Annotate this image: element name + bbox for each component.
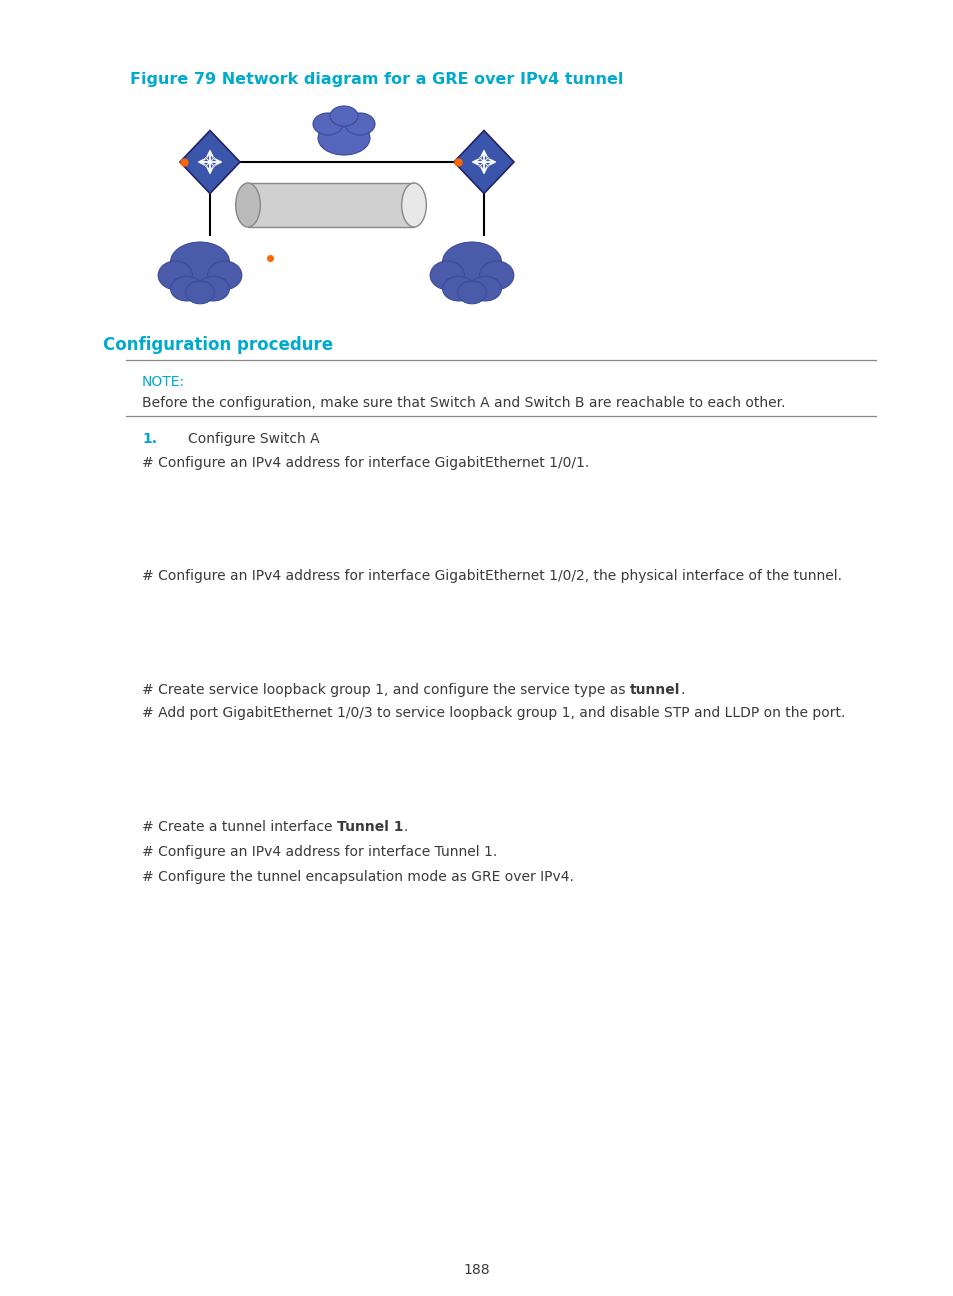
Text: Figure 79 Network diagram for a GRE over IPv4 tunnel: Figure 79 Network diagram for a GRE over… — [130, 73, 622, 87]
Text: # Create service loopback group 1, and configure the service type as: # Create service loopback group 1, and c… — [142, 683, 629, 697]
Ellipse shape — [457, 281, 486, 303]
Text: Configure Switch A: Configure Switch A — [188, 432, 319, 446]
Ellipse shape — [345, 113, 375, 135]
Ellipse shape — [171, 242, 230, 283]
Ellipse shape — [401, 183, 426, 227]
Text: # Configure an IPv4 address for interface Tunnel 1.: # Configure an IPv4 address for interfac… — [142, 845, 497, 859]
Bar — [248, 183, 414, 227]
Polygon shape — [180, 131, 240, 193]
Text: # Create a tunnel interface: # Create a tunnel interface — [142, 820, 336, 835]
Ellipse shape — [317, 121, 370, 156]
Text: 1.: 1. — [142, 432, 157, 446]
Text: .: . — [403, 820, 407, 835]
Text: # Configure an IPv4 address for interface GigabitEthernet 1/0/1.: # Configure an IPv4 address for interfac… — [142, 456, 589, 470]
Text: # Add port GigabitEthernet 1/0/3 to service loopback group 1, and disable STP an: # Add port GigabitEthernet 1/0/3 to serv… — [142, 706, 844, 721]
Ellipse shape — [430, 260, 464, 289]
Ellipse shape — [313, 113, 343, 135]
Ellipse shape — [479, 260, 514, 289]
Ellipse shape — [442, 242, 501, 283]
Text: # Configure an IPv4 address for interface GigabitEthernet 1/0/2, the physical in: # Configure an IPv4 address for interfac… — [142, 569, 841, 583]
Text: Configuration procedure: Configuration procedure — [103, 336, 333, 354]
Text: tunnel: tunnel — [629, 683, 679, 697]
Ellipse shape — [469, 276, 501, 301]
Text: Before the configuration, make sure that Switch A and Switch B are reachable to : Before the configuration, make sure that… — [142, 397, 784, 410]
Ellipse shape — [235, 183, 260, 227]
Text: Tunnel 1: Tunnel 1 — [336, 820, 403, 835]
Ellipse shape — [197, 276, 230, 301]
Ellipse shape — [171, 276, 203, 301]
Text: 188: 188 — [463, 1264, 490, 1277]
Ellipse shape — [330, 106, 357, 126]
Ellipse shape — [208, 260, 241, 289]
Text: .: . — [679, 683, 684, 697]
Polygon shape — [454, 131, 514, 193]
Ellipse shape — [186, 281, 214, 303]
Ellipse shape — [158, 260, 193, 289]
Text: # Configure the tunnel encapsulation mode as GRE over IPv4.: # Configure the tunnel encapsulation mod… — [142, 870, 574, 884]
Text: NOTE:: NOTE: — [142, 375, 185, 389]
Ellipse shape — [442, 276, 475, 301]
